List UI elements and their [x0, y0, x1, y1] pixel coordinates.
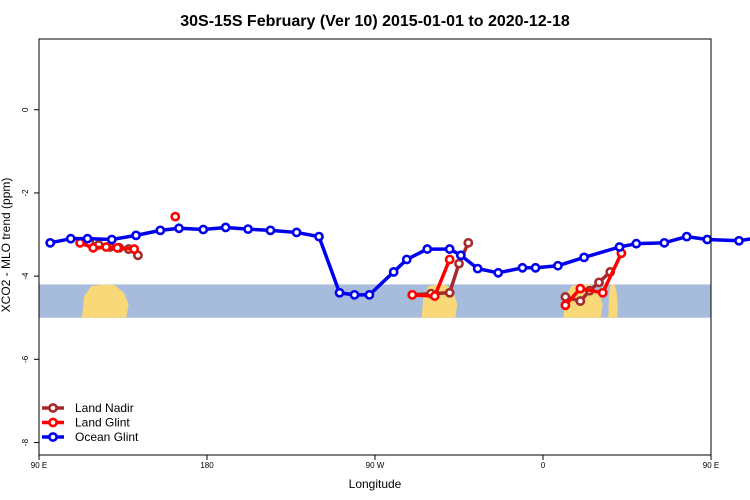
x-tick-label: 180	[200, 461, 214, 470]
data-point	[631, 238, 642, 249]
data-point	[101, 242, 112, 252]
legend-label: Ocean Glint	[75, 430, 139, 444]
data-point	[493, 267, 504, 278]
legend-marker	[48, 417, 58, 428]
chart-title: 30S-15S February (Ver 10) 2015-01-01 to …	[180, 13, 570, 30]
data-point	[472, 263, 483, 274]
y-axis-label: XCO2 - MLO trend (ppm)	[0, 178, 13, 313]
x-axis-ticks: 90 E 180 90 W 0 90 E	[31, 455, 719, 470]
land-madagascar	[608, 284, 618, 318]
series-line	[49, 225, 750, 297]
data-point	[65, 233, 76, 244]
data-point	[463, 237, 474, 248]
data-point	[659, 237, 670, 248]
data-point	[88, 242, 99, 253]
data-point	[170, 211, 181, 222]
data-point	[265, 225, 276, 236]
series-line	[564, 252, 623, 307]
legend-label: Land Glint	[75, 416, 130, 430]
data-point	[560, 292, 571, 302]
data-point	[560, 300, 571, 311]
legend-item: Land Nadir	[42, 401, 134, 415]
data-point	[575, 296, 586, 306]
x-tick-label: 90 E	[703, 461, 719, 470]
x-tick-label: 90 E	[31, 461, 47, 470]
data-point	[429, 291, 440, 301]
legend-marker	[48, 403, 58, 413]
data-point	[454, 258, 464, 269]
data-point	[155, 225, 166, 236]
data-point	[401, 254, 412, 265]
data-point	[106, 234, 117, 245]
y-tick-label: -4	[21, 272, 30, 280]
data-point	[455, 250, 466, 261]
data-point	[364, 289, 375, 300]
y-tick-label: 0	[21, 107, 30, 112]
legend-item: Land Glint	[42, 416, 130, 430]
data-point	[553, 260, 563, 271]
data-point	[243, 224, 253, 235]
x-axis-label: Longitude	[349, 477, 402, 491]
data-point	[131, 230, 141, 241]
data-point	[444, 287, 455, 298]
data-point	[112, 242, 123, 253]
data-point	[614, 242, 625, 252]
data-point	[174, 223, 184, 234]
data-point	[349, 289, 360, 300]
data-point	[82, 233, 93, 244]
data-point	[422, 244, 433, 254]
series-ocean-glint	[45, 222, 750, 300]
data-point	[702, 234, 713, 245]
data-point	[444, 244, 455, 254]
legend-marker	[48, 432, 58, 442]
data-point	[45, 237, 56, 248]
series-layer	[45, 211, 750, 311]
data-point	[334, 287, 345, 298]
y-tick-label: -2	[21, 189, 30, 197]
data-point	[597, 287, 608, 298]
data-point	[579, 252, 589, 263]
data-point	[530, 262, 541, 273]
data-point	[594, 277, 604, 288]
data-point	[388, 267, 399, 277]
map-band	[39, 284, 711, 318]
data-point	[314, 231, 324, 242]
land-australia	[81, 284, 129, 318]
series-land-glint	[75, 211, 627, 311]
plot-frame	[38, 38, 712, 456]
x-tick-label: 0	[541, 461, 546, 470]
legend-item: Ocean Glint	[42, 430, 139, 444]
y-axis-ticks: 0 -2 -4 -6 -8	[21, 107, 39, 446]
data-point	[220, 222, 231, 233]
x-tick-label: 90 W	[366, 461, 385, 470]
data-point	[575, 283, 586, 294]
y-tick-label: -6	[21, 355, 30, 363]
data-point	[517, 262, 528, 273]
data-point	[734, 235, 744, 246]
data-point	[198, 224, 209, 235]
y-tick-label: -8	[21, 438, 30, 446]
data-point	[407, 289, 418, 300]
legend-label: Land Nadir	[75, 401, 134, 415]
data-point	[444, 254, 455, 265]
data-point	[129, 244, 140, 254]
data-point	[681, 231, 692, 242]
data-point	[291, 227, 302, 238]
